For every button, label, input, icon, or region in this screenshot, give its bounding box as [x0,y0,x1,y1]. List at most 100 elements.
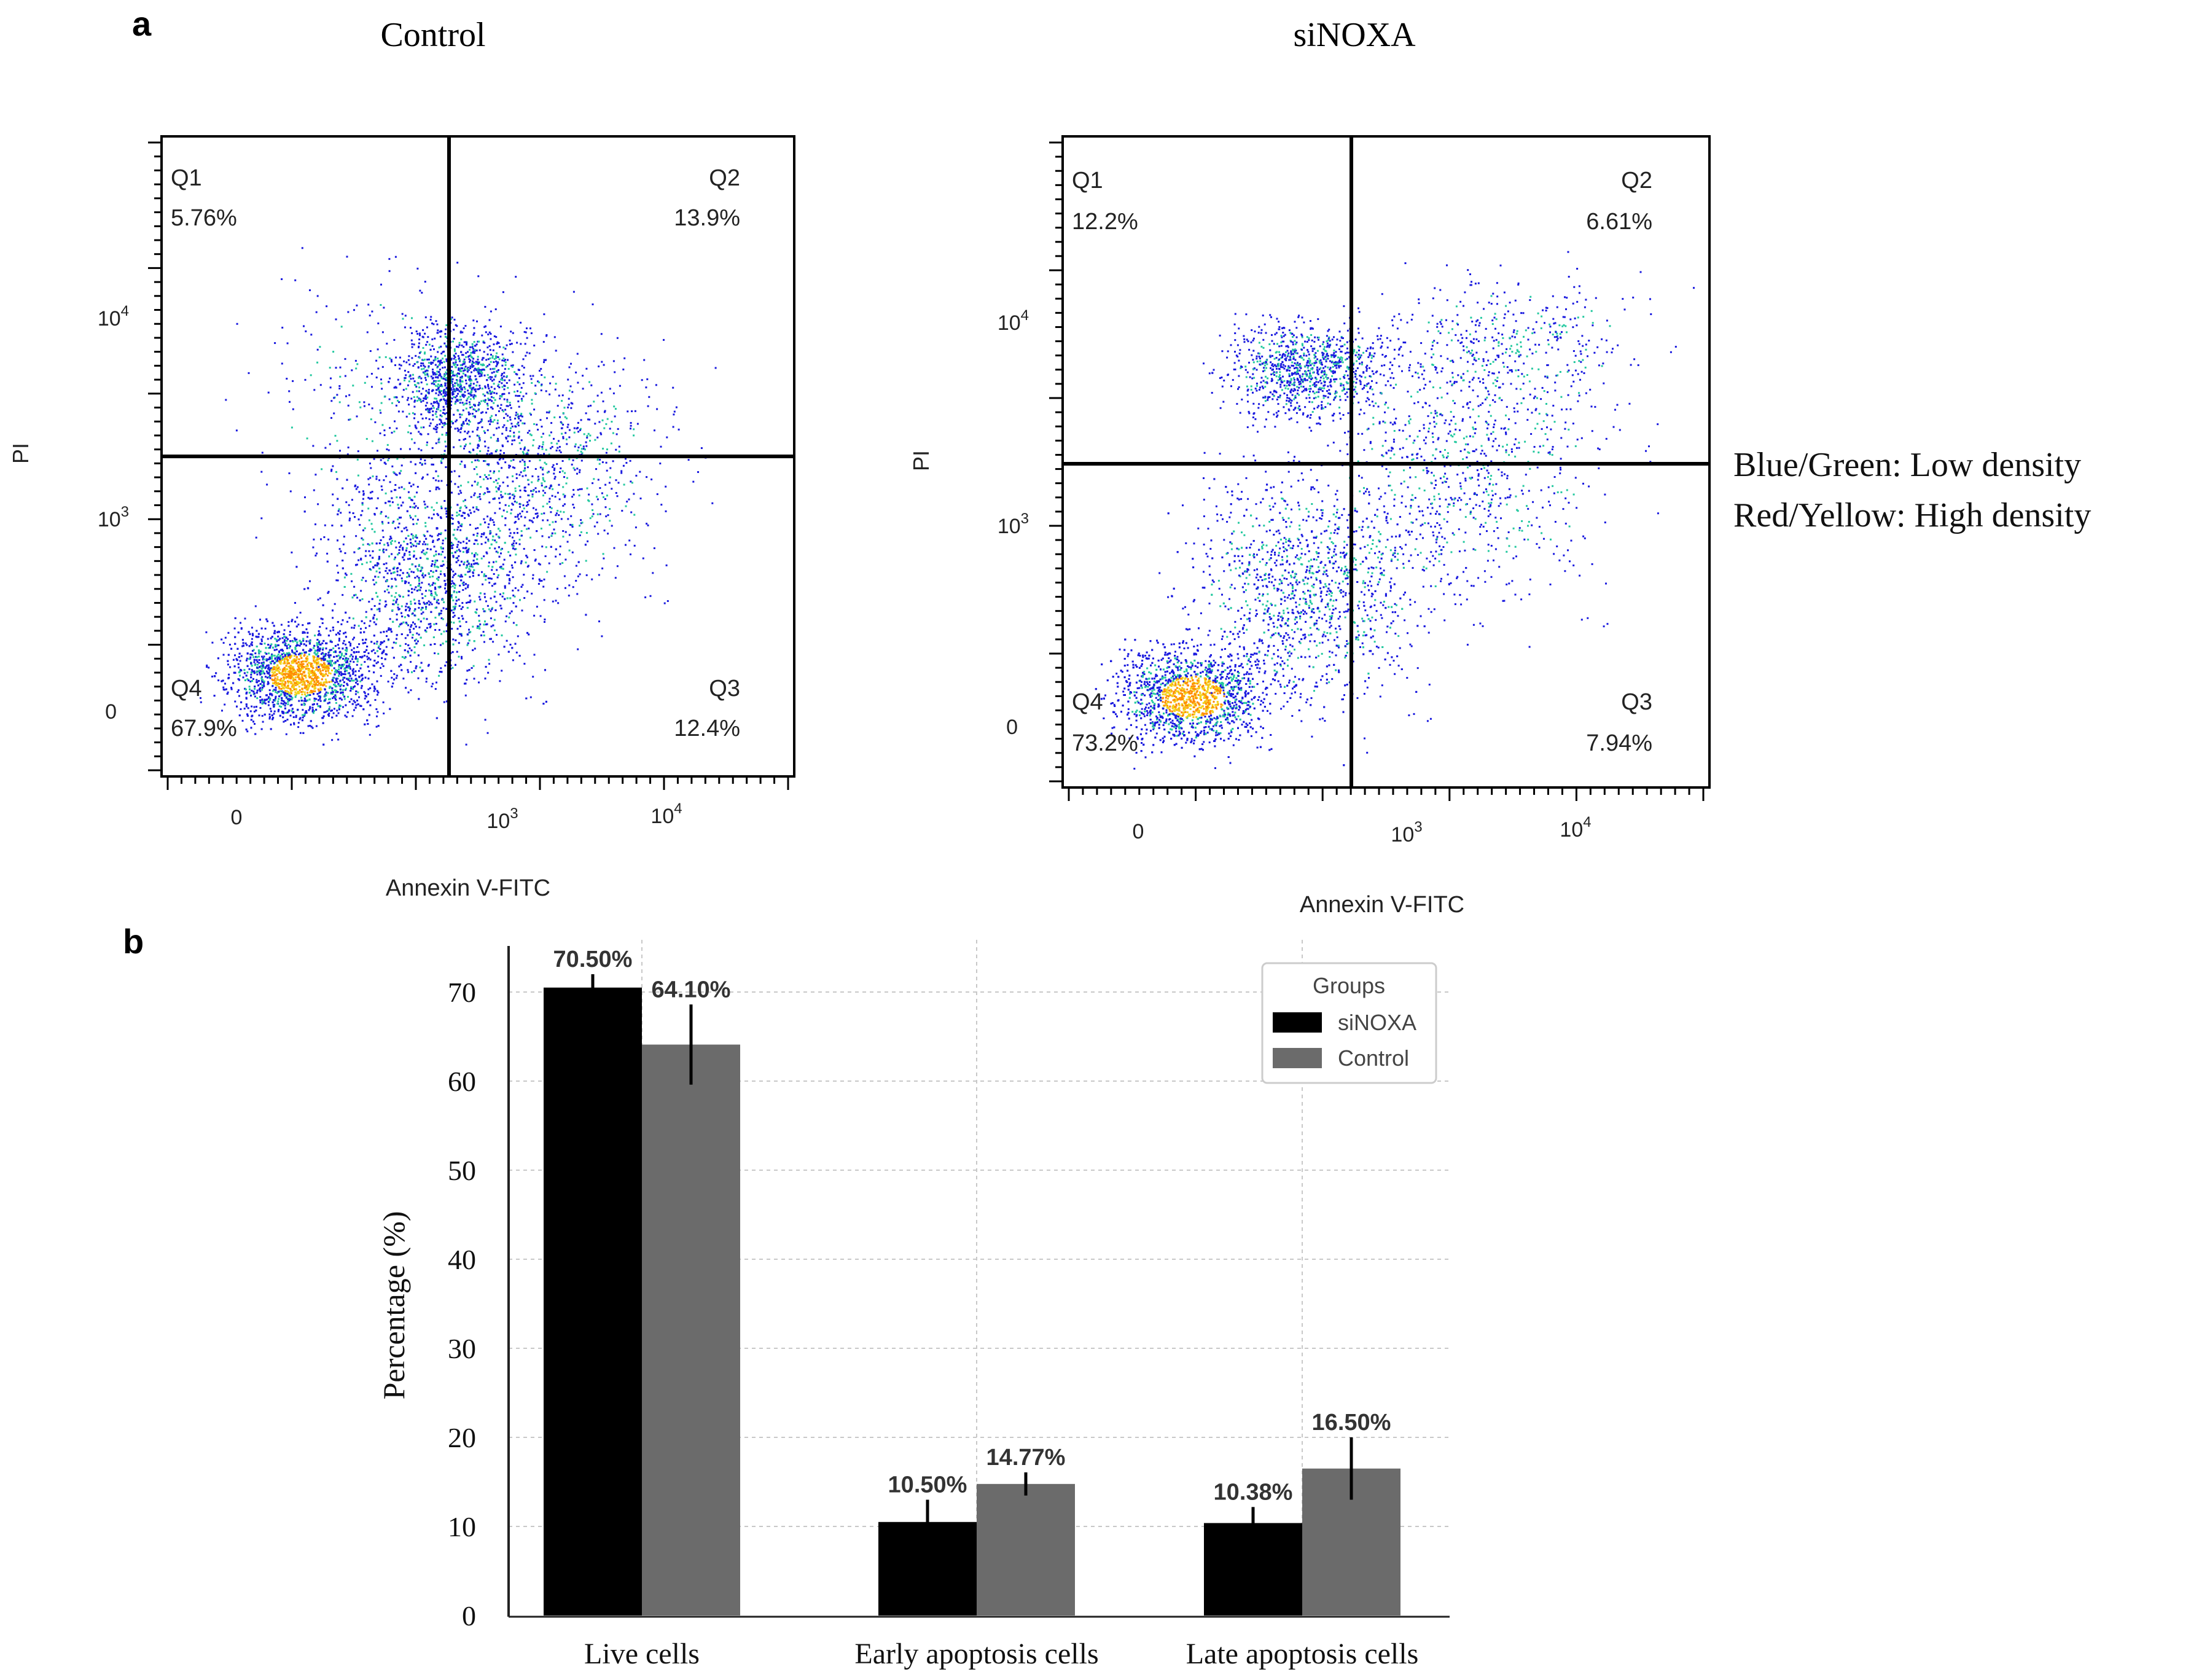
density-dot [450,378,453,381]
density-dot [402,547,404,549]
density-dot [362,529,364,531]
density-dot [283,633,285,635]
density-dot [334,645,337,647]
density-dot [476,320,478,322]
density-dot [484,719,486,721]
density-dot [380,631,382,634]
density-dot [357,651,360,653]
density-dot [239,674,241,677]
density-dot [432,509,435,511]
density-dot [429,424,431,427]
density-dot [322,649,324,651]
density-dot [377,595,379,598]
density-dot [364,651,366,653]
density-dot [393,657,395,659]
density-dot [436,681,437,684]
density-dot [313,662,316,664]
density-dot [467,393,470,395]
density-dot [283,662,285,665]
density-dot [525,555,528,557]
density-dot [423,534,425,536]
density-dot [287,693,290,696]
density-dot [345,636,347,638]
density-dot [456,400,459,402]
density-dot [393,568,395,570]
density-dot [271,714,273,717]
density-dot [543,599,545,601]
density-dot [525,354,527,357]
density-dot [504,361,507,364]
density-dot [352,668,354,670]
density-dot [512,602,515,604]
density-dot [261,681,264,683]
density-dot [267,644,270,646]
density-dot [451,372,454,374]
density-dot [489,416,491,419]
density-dot [443,366,446,369]
density-dot [415,558,418,560]
density-dot [481,388,483,390]
density-dot [477,574,480,576]
density-dot [327,666,329,668]
density-dot [442,607,445,609]
density-dot [476,361,479,363]
density-dot [473,404,475,406]
density-dot [508,616,510,619]
density-dot [443,412,446,415]
density-dot [488,387,490,389]
density-dot [404,582,407,584]
density-dot [291,676,293,678]
density-dot [456,399,459,401]
density-dot [333,684,335,686]
density-dot [227,660,229,662]
density-dot [479,523,482,526]
density-dot [417,507,419,509]
density-dot [337,513,339,515]
density-dot [438,614,440,617]
density-dot [461,344,463,346]
density-dot [338,708,340,711]
density-dot [426,678,428,680]
density-dot [487,333,490,335]
density-dot [319,670,322,673]
density-dot [410,499,413,501]
density-dot [273,705,275,708]
density-dot [532,676,534,678]
density-dot [417,677,420,679]
density-dot [292,684,294,686]
density-dot [407,594,410,596]
density-dot [307,631,309,634]
density-dot [329,664,331,666]
density-dot [248,686,251,688]
density-dot [331,709,333,711]
density-dot [459,625,461,627]
density-dot [436,717,438,719]
density-dot [469,398,472,400]
density-dot [440,345,442,348]
density-dot [290,671,292,674]
density-dot [300,679,303,681]
density-dot [259,651,262,653]
density-dot [335,678,337,680]
density-dot [254,733,257,735]
density-dot [358,696,360,698]
density-dot [382,536,385,538]
density-dot [238,714,241,717]
density-dot [414,424,416,427]
density-dot [418,386,421,389]
density-dot [281,700,283,701]
density-dot [253,710,256,713]
density-dot [402,389,405,391]
density-dot [488,582,491,584]
density-dot [428,603,431,606]
density-dot [453,348,456,351]
density-dot [322,639,325,642]
density-dot [268,668,271,671]
density-dot [466,343,467,346]
density-dot [422,576,424,579]
density-dot [475,369,477,371]
density-dot [378,555,380,558]
density-dot [405,415,408,418]
density-dot [379,648,381,650]
density-dot [466,607,469,609]
